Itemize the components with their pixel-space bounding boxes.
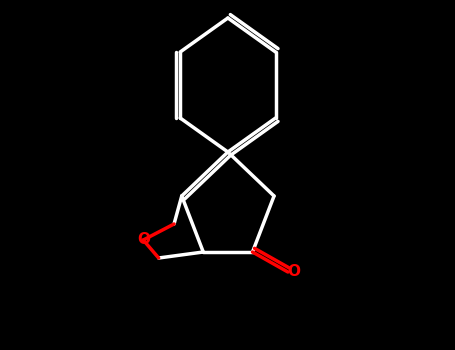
Text: O: O: [287, 265, 300, 280]
Text: O: O: [137, 232, 150, 247]
